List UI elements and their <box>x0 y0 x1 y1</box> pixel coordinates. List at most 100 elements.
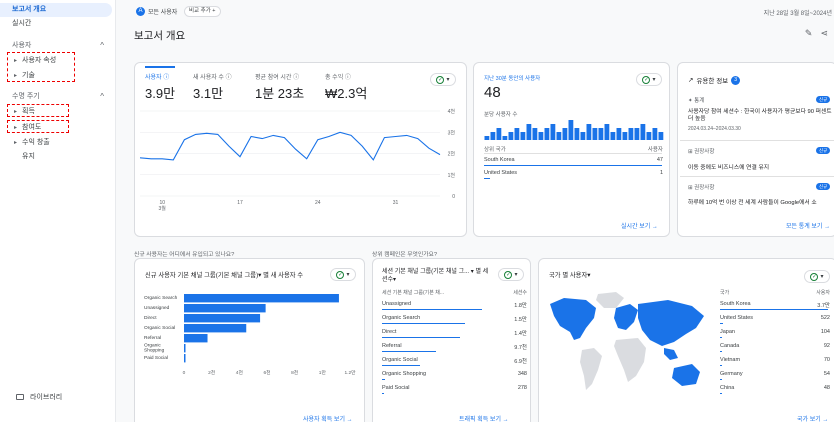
dropdown-arrow-icon: ▾ <box>820 274 824 280</box>
realtime-bar <box>658 132 664 140</box>
all-insights-link[interactable]: 모든 통계 보기 → <box>786 224 831 230</box>
traffic-row-value: 1.4만 <box>514 331 527 337</box>
geo-row-users: 54 <box>823 371 830 377</box>
y-tick-label: 1천 <box>448 172 456 179</box>
question-new-users: 신규 사용자는 어디에서 유입되고 있나요? <box>134 252 235 258</box>
segment-label: 모든 사용자 <box>148 10 178 16</box>
metric-label: 사용자 ⓘ <box>145 75 170 81</box>
comparison-toggle-button[interactable]: ✓ ▾ <box>430 73 456 86</box>
realtime-bar <box>508 132 514 140</box>
insight-text[interactable]: 사용자당 참여 세션수 : 한국이 사용자가 평균보다 90 퍼센트 더 높음 <box>688 109 832 122</box>
sidebar-item-realtime[interactable]: 실시간 <box>12 20 32 27</box>
rt-row-country: South Korea <box>484 157 515 163</box>
rt-row-bar <box>484 165 662 166</box>
dropdown-arrow-icon: ▾ <box>652 77 656 83</box>
realtime-bar <box>604 124 610 140</box>
insight-kind: ✦ 통계 <box>688 96 704 104</box>
sidebar-item-engagement[interactable]: ▸ 참여도 <box>0 121 116 135</box>
realtime-bar <box>550 124 556 140</box>
traffic-row-label: Organic Search <box>382 315 421 321</box>
acquisition-title[interactable]: 신규 사용자 기본 채널 그룹(기본 채널 그룹)▾ 별 새 사용자 수 <box>145 272 304 279</box>
traffic-toggle-button[interactable]: ✓ ▾ <box>498 268 524 281</box>
sidebar-item-retention[interactable]: 유지 <box>0 150 116 164</box>
metric-new-users[interactable]: 새 사용자 수 ⓘ 3.1만 <box>193 72 232 102</box>
realtime-bar <box>526 124 532 140</box>
add-comparison-button[interactable]: 비교 추가 + <box>184 6 221 17</box>
realtime-title: 지난 30분 동안의 사용자 <box>484 76 541 82</box>
segment-chip[interactable]: A 모든 사용자 <box>136 7 177 16</box>
sidebar-item-label: 참여도 <box>22 124 42 131</box>
geo-row-users: 48 <box>823 385 830 391</box>
insight-text[interactable]: 이동 중에도 비즈니스에 연결 유지 <box>688 165 770 171</box>
metric-users[interactable]: 사용자 ⓘ 3.9만 <box>145 72 175 102</box>
acquisition-toggle-button[interactable]: ✓ ▾ <box>330 268 356 281</box>
users-line <box>140 131 441 161</box>
geo-link[interactable]: 국가 보기 → <box>797 417 829 422</box>
insight-kind-label: 권장사항 <box>694 149 715 155</box>
y-tick-label: 4천 <box>448 108 456 115</box>
geo-col-country: 국가 <box>720 290 730 296</box>
geo-title[interactable]: 국가 별 사용자▾ <box>549 272 591 279</box>
recommendation-icon: ⊞ <box>688 149 693 155</box>
sidebar-item-user-attributes[interactable]: ▸ 사용자 속성 <box>0 54 116 68</box>
rt-row-users: 47 <box>656 157 663 163</box>
insight-kind: ⊞ 권장사항 <box>688 183 714 191</box>
geo-row-country: South Korea <box>720 301 751 307</box>
caret-right-icon: ▸ <box>14 58 18 64</box>
insight-kind-label: 통계 <box>694 98 705 104</box>
recommendation-icon: ⊞ <box>688 185 693 191</box>
realtime-bar <box>514 128 520 140</box>
sidebar-item-tech[interactable]: ▸ 기술 <box>0 69 116 83</box>
geo-row-users: 70 <box>823 357 830 363</box>
traffic-row-value: 1.8만 <box>514 303 527 309</box>
sidebar-item-monetization[interactable]: ▸ 수익 창출 <box>0 136 116 150</box>
sidebar-library[interactable]: 라이브러리 <box>16 392 62 402</box>
traffic-row-label: Direct <box>382 329 397 335</box>
x-tick-label: 8천 <box>291 369 298 376</box>
realtime-bar <box>544 128 550 140</box>
realtime-bar <box>532 128 538 140</box>
traffic-link[interactable]: 트래픽 획득 보기 → <box>459 417 509 422</box>
geo-row-country: United States <box>720 315 754 321</box>
caret-right-icon: ▸ <box>14 140 18 146</box>
metric-revenue[interactable]: 총 수익 ⓘ ₩2.3억 <box>325 72 367 102</box>
sidebar-item-overview[interactable]: 보고서 개요 <box>0 3 112 17</box>
acquisition-bar <box>184 304 266 313</box>
insight-kind-label: 권장사항 <box>694 185 715 191</box>
realtime-bar <box>640 124 646 140</box>
geo-row-country: Vietnam <box>720 357 741 363</box>
rt-row-bar <box>484 178 490 179</box>
x-tick-label: 3월 <box>159 205 167 212</box>
sidebar-item-acquisition[interactable]: ▸ 획득 <box>0 105 116 119</box>
acquisition-category-label: Direct <box>144 315 157 321</box>
realtime-link[interactable]: 실시간 보기 → <box>621 224 658 230</box>
realtime-bar <box>610 132 616 140</box>
insights-card <box>677 62 834 237</box>
realtime-toggle-button[interactable]: ✓ ▾ <box>636 73 662 86</box>
insight-text[interactable]: 하루에 10억 번 이상 전 세계 사람들이 Google에서 쇼 <box>688 200 817 206</box>
map-greenland <box>596 292 624 308</box>
edit-icon[interactable]: ✎ <box>804 28 813 38</box>
geo-row-bar <box>720 309 828 310</box>
map-australia <box>672 364 700 386</box>
realtime-bar <box>538 132 544 140</box>
header-actions: ✎ ⋖ <box>805 28 828 39</box>
page-title: 보고서 개요 <box>134 30 186 42</box>
sidebar-section-user[interactable]: 사용자 ^ <box>0 39 116 53</box>
share-icon[interactable]: ⋖ <box>820 28 828 38</box>
traffic-row-value: 6.9천 <box>514 359 527 365</box>
insight-new-badge: 신규 <box>816 183 831 190</box>
geo-row-users: 104 <box>820 329 830 335</box>
traffic-title[interactable]: 세션 기본 채널 그룹(기본 채널 그... ▾ 별 세션수▾ <box>382 269 489 283</box>
geo-toggle-button[interactable]: ✓ ▾ <box>804 270 830 283</box>
metric-avg-engagement[interactable]: 평균 참여 시간 ⓘ 1분 23초 <box>255 72 304 102</box>
acquisition-bar <box>184 334 208 343</box>
metric-value: 3.9만 <box>145 86 176 101</box>
acquisition-link[interactable]: 사용자 획득 보기 → <box>303 417 353 422</box>
realtime-bar <box>502 136 508 140</box>
geo-card <box>538 258 834 422</box>
realtime-bar-chart <box>484 120 664 140</box>
sidebar-section-lifecycle[interactable]: 수명 주기 ^ <box>0 90 116 104</box>
metric-label: 총 수익 ⓘ <box>325 75 351 81</box>
date-range-picker[interactable]: 지난 28일 3월 8일~2024년 <box>763 11 832 17</box>
